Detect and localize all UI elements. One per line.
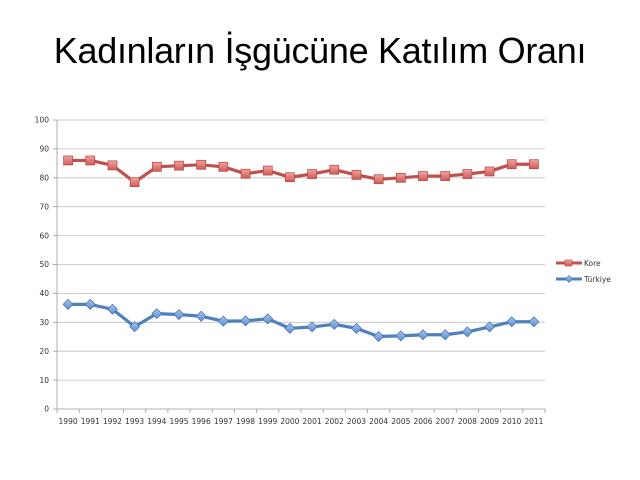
data-point [107, 160, 118, 171]
x-tick-label: 1997 [214, 417, 233, 426]
legend-item-turkiye: Türkiye [556, 275, 611, 284]
square-marker-icon [564, 259, 573, 267]
data-point [173, 309, 185, 320]
y-tick-label: 20 [39, 347, 49, 356]
x-tick-label: 1990 [59, 417, 78, 426]
data-point [307, 169, 317, 179]
x-tick-label: 1992 [103, 417, 122, 426]
data-point [129, 321, 141, 333]
data-point [528, 316, 540, 328]
data-point [85, 155, 96, 166]
data-point [106, 303, 118, 315]
data-point [196, 159, 207, 170]
series-kore [63, 155, 539, 187]
y-tick-label: 70 [39, 202, 49, 211]
x-tick-label: 1991 [81, 417, 100, 426]
data-point [440, 171, 451, 181]
x-tick-label: 2008 [458, 417, 477, 426]
data-point [218, 161, 229, 172]
data-point [439, 329, 451, 341]
y-tick-label: 60 [39, 231, 49, 240]
y-tick-label: 100 [35, 116, 50, 125]
data-point [461, 326, 473, 338]
data-point [217, 315, 229, 327]
data-point [174, 160, 184, 171]
data-point [506, 159, 517, 170]
data-point [373, 174, 384, 185]
y-tick-label: 30 [39, 318, 49, 327]
legend-item-kore: Kore [556, 259, 601, 268]
series-türkiye [62, 298, 540, 342]
x-tick-label: 2000 [280, 417, 299, 426]
data-point [62, 298, 74, 310]
legend: Kore Türkiye [556, 259, 611, 284]
series-lines [62, 155, 540, 342]
y-tick-label: 90 [39, 145, 49, 154]
data-point [129, 177, 140, 187]
data-point [484, 166, 495, 177]
data-point [328, 318, 340, 330]
x-tick-label: 1995 [169, 417, 188, 426]
y-tick-label: 40 [39, 289, 49, 298]
x-tick-label: 2003 [347, 417, 366, 426]
x-tick-label: 2005 [391, 417, 410, 426]
data-point [462, 169, 473, 179]
y-tick-label: 10 [39, 376, 49, 385]
data-point [151, 161, 162, 172]
slide-title: Kadınların İşgücüne Katılım Oranı [53, 30, 587, 71]
x-tick-label: 1994 [147, 417, 166, 426]
x-tick-label: 1996 [192, 417, 211, 426]
data-point [306, 321, 318, 333]
x-tick-label: 2001 [303, 417, 322, 426]
x-tick-label: 1998 [236, 417, 255, 426]
x-tick-label: 2007 [436, 417, 455, 426]
diamond-marker-icon [565, 275, 573, 283]
data-point [484, 321, 496, 333]
y-tick-label: 50 [39, 260, 49, 269]
y-axis-ticks: 0 10 20 30 40 50 60 70 80 90 100 [35, 116, 57, 414]
x-tick-label: 1999 [258, 417, 277, 426]
x-tick-label: 2006 [413, 417, 432, 426]
data-point [240, 315, 252, 327]
data-point [506, 316, 518, 328]
data-point [373, 330, 385, 342]
gridlines [57, 119, 545, 381]
data-point [285, 172, 295, 183]
y-tick-label: 80 [39, 174, 49, 183]
data-point [63, 155, 73, 166]
x-tick-label: 1993 [125, 417, 144, 426]
data-point [351, 170, 362, 180]
y-tick-label: 0 [44, 405, 49, 414]
data-point [418, 171, 428, 181]
x-tick-label: 2004 [369, 417, 388, 426]
data-point [262, 165, 273, 176]
data-point [529, 159, 539, 170]
x-tick-label: 2002 [325, 417, 344, 426]
data-point [195, 310, 207, 322]
data-point [329, 164, 340, 175]
x-tick-label: 2009 [480, 417, 499, 426]
data-point [240, 168, 251, 179]
data-point [417, 329, 429, 341]
data-point [395, 172, 406, 183]
x-tick-label: 2010 [502, 417, 521, 426]
data-point [284, 322, 296, 334]
data-point [262, 313, 274, 325]
data-point [350, 322, 362, 334]
x-axis-ticks: 1990 1991 1992 1993 1994 1995 1996 1997 1998 1999… [56, 409, 546, 426]
legend-label-kore: Kore [584, 259, 601, 268]
data-point [84, 298, 96, 310]
x-tick-label: 2011 [524, 417, 543, 426]
data-point [151, 308, 163, 320]
data-point [395, 330, 407, 342]
legend-label-turkiye: Türkiye [583, 275, 611, 284]
